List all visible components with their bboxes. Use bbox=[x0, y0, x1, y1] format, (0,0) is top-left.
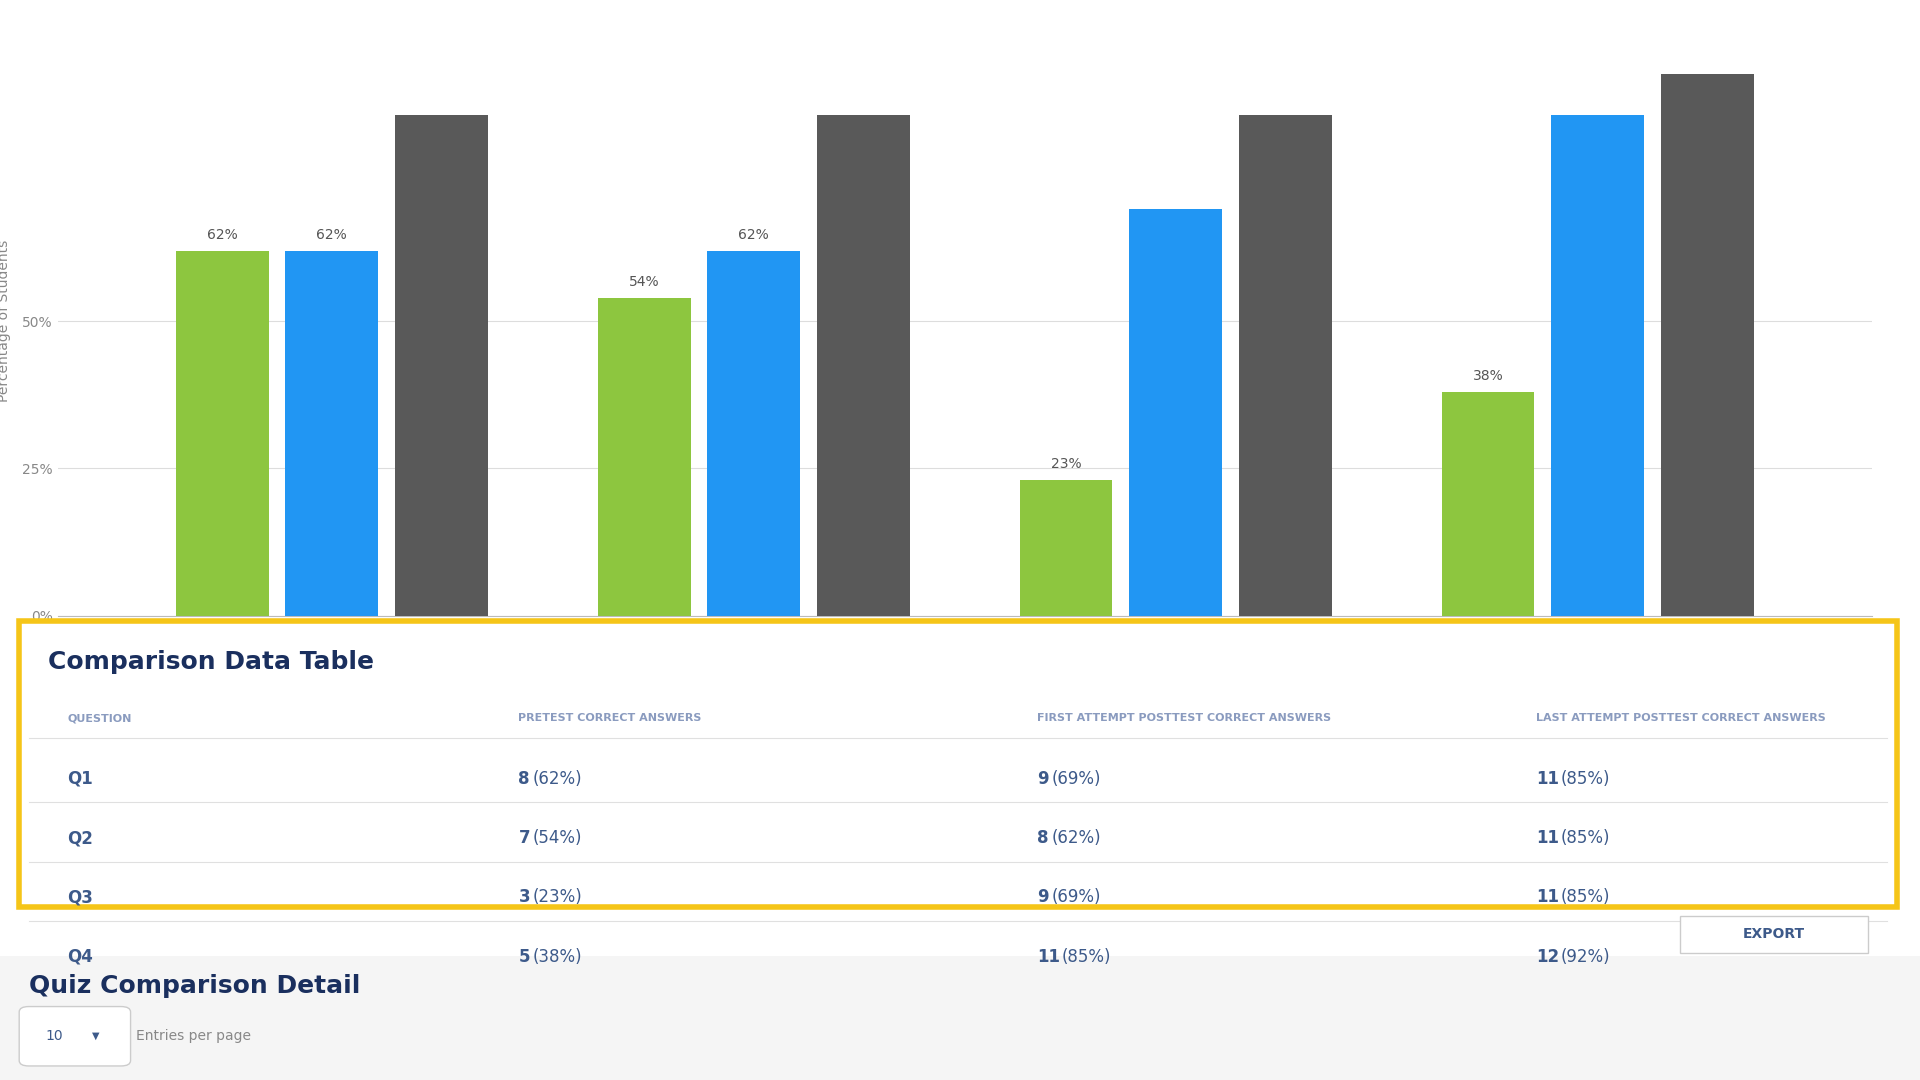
Text: 8: 8 bbox=[518, 770, 530, 787]
Text: (62%): (62%) bbox=[534, 770, 582, 787]
Text: (85%): (85%) bbox=[1561, 829, 1611, 847]
Text: PRETEST CORRECT ANSWERS: PRETEST CORRECT ANSWERS bbox=[518, 713, 703, 724]
Text: 12: 12 bbox=[1536, 948, 1559, 966]
Text: 23%: 23% bbox=[1050, 458, 1081, 471]
Bar bbox=[1020, 481, 1112, 616]
Text: ▼: ▼ bbox=[92, 1031, 100, 1041]
Text: FIRST ATTEMPT POSTTEST CORRECT ANSWERS: FIRST ATTEMPT POSTTEST CORRECT ANSWERS bbox=[1037, 713, 1331, 724]
Legend: Pretest Correct, First Attempt Posttest Correct, Last Attempt Posttest Correct: Pretest Correct, First Attempt Posttest … bbox=[616, 707, 1313, 738]
Text: Q3: Q3 bbox=[67, 889, 92, 906]
Text: (85%): (85%) bbox=[1062, 948, 1112, 966]
Text: 9: 9 bbox=[1037, 889, 1048, 906]
Text: (38%): (38%) bbox=[534, 948, 582, 966]
Text: Q2: Q2 bbox=[67, 829, 92, 847]
Text: (92%): (92%) bbox=[1561, 948, 1611, 966]
Text: LAST ATTEMPT POSTTEST CORRECT ANSWERS: LAST ATTEMPT POSTTEST CORRECT ANSWERS bbox=[1536, 713, 1826, 724]
Text: 62%: 62% bbox=[739, 228, 770, 242]
Text: 7: 7 bbox=[518, 829, 530, 847]
Text: 5: 5 bbox=[518, 948, 530, 966]
Text: 38%: 38% bbox=[1473, 369, 1503, 383]
Text: (69%): (69%) bbox=[1052, 889, 1100, 906]
Bar bbox=[1238, 116, 1332, 616]
Text: Q1: Q1 bbox=[67, 770, 92, 787]
Text: 11: 11 bbox=[1536, 889, 1559, 906]
Text: Quiz Comparison Detail: Quiz Comparison Detail bbox=[29, 974, 361, 998]
Bar bbox=[707, 251, 801, 616]
Text: 10: 10 bbox=[44, 1029, 63, 1043]
Text: Q4: Q4 bbox=[67, 948, 92, 966]
Text: 11: 11 bbox=[1037, 948, 1060, 966]
Text: EXPORT: EXPORT bbox=[1743, 928, 1805, 941]
Text: 11: 11 bbox=[1536, 770, 1559, 787]
Text: (85%): (85%) bbox=[1561, 770, 1611, 787]
Text: 9: 9 bbox=[1037, 770, 1048, 787]
Bar bbox=[1442, 392, 1534, 616]
Bar bbox=[597, 298, 691, 616]
Bar bbox=[396, 116, 488, 616]
Bar bbox=[1129, 210, 1223, 616]
Text: 8: 8 bbox=[1037, 829, 1048, 847]
Text: (85%): (85%) bbox=[1561, 889, 1611, 906]
Text: (23%): (23%) bbox=[534, 889, 582, 906]
Text: Comparison Data Table: Comparison Data Table bbox=[48, 650, 374, 674]
Text: (69%): (69%) bbox=[1052, 770, 1100, 787]
Bar bbox=[1551, 116, 1644, 616]
Text: (54%): (54%) bbox=[534, 829, 582, 847]
Text: 62%: 62% bbox=[317, 228, 348, 242]
Bar bbox=[1661, 75, 1753, 616]
Text: QUESTION: QUESTION bbox=[67, 713, 132, 724]
Y-axis label: Percentage of Students: Percentage of Students bbox=[0, 240, 12, 403]
Text: Entries per page: Entries per page bbox=[136, 1029, 252, 1043]
Text: (62%): (62%) bbox=[1052, 829, 1100, 847]
Bar bbox=[818, 116, 910, 616]
Bar bbox=[286, 251, 378, 616]
Text: 3: 3 bbox=[518, 889, 530, 906]
Text: 62%: 62% bbox=[207, 228, 238, 242]
Bar bbox=[177, 251, 269, 616]
Text: 54%: 54% bbox=[630, 275, 659, 289]
Text: 11: 11 bbox=[1536, 829, 1559, 847]
